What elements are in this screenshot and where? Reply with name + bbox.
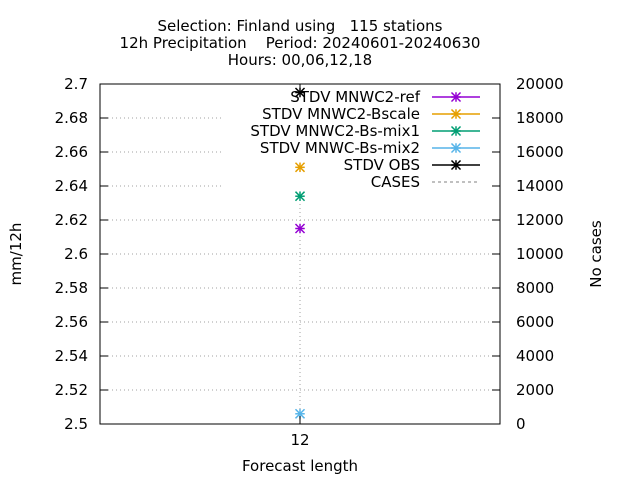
y2-tick-label: 2000 bbox=[516, 381, 554, 399]
legend-label: STDV MNWC2-Bscale bbox=[262, 105, 420, 123]
legend-label: STDV OBS bbox=[344, 156, 420, 174]
y2-tick-label: 8000 bbox=[516, 279, 554, 297]
legend-marker bbox=[450, 159, 462, 171]
x-tick-label: 12 bbox=[290, 431, 309, 449]
legend-label: STDV MNWC2-Bs-mix1 bbox=[250, 122, 420, 140]
y2-tick-label: 18000 bbox=[516, 109, 564, 127]
y-axis-label: mm/12h bbox=[7, 223, 25, 286]
y-tick-label: 2.5 bbox=[64, 415, 88, 433]
y-tick-label: 2.54 bbox=[55, 347, 88, 365]
y-tick-label: 2.6 bbox=[64, 245, 88, 263]
y-tick-label: 2.66 bbox=[55, 143, 88, 161]
legend-entry-cases: CASES bbox=[371, 173, 480, 191]
data-marks bbox=[294, 87, 306, 419]
legend-entry-stdv-mnwc2-ref: STDV MNWC2-ref bbox=[290, 88, 480, 106]
y2-tick-label: 0 bbox=[516, 415, 526, 433]
point-stdv-mnwc2-bs-mix1 bbox=[294, 191, 306, 202]
chart-title: Selection: Finland using 115 stations 12… bbox=[120, 17, 481, 69]
legend-label: STDV MNWC-Bs-mix2 bbox=[260, 139, 420, 157]
legend-label: CASES bbox=[371, 173, 420, 191]
y-tick-label: 2.52 bbox=[55, 381, 88, 399]
title-line-2: 12h Precipitation Period: 20240601-20240… bbox=[120, 34, 481, 52]
y2-tick-label: 16000 bbox=[516, 143, 564, 161]
legend-marker bbox=[450, 142, 462, 154]
y-tick-label: 2.68 bbox=[55, 109, 88, 127]
legend-label: STDV MNWC2-ref bbox=[290, 88, 420, 106]
legend-entry-stdv-obs: STDV OBS bbox=[344, 156, 480, 174]
legend-entry-stdv-mnwc2-bs-mix1: STDV MNWC2-Bs-mix1 bbox=[250, 122, 480, 140]
y2-tick-label: 6000 bbox=[516, 313, 554, 331]
point-stdv-mnwc2-bscale bbox=[294, 162, 306, 173]
title-line-1: Selection: Finland using 115 stations bbox=[158, 17, 443, 35]
y2-tick-label: 10000 bbox=[516, 245, 564, 263]
y-tick-label: 2.64 bbox=[55, 177, 88, 195]
legend-marker bbox=[450, 91, 462, 103]
legend-marker bbox=[450, 125, 462, 137]
y2-tick-label: 20000 bbox=[516, 75, 564, 93]
legend-entry-stdv-mnwc-bs-mix2: STDV MNWC-Bs-mix2 bbox=[260, 139, 480, 157]
y2-tick-label: 12000 bbox=[516, 211, 564, 229]
plot-border bbox=[99, 83, 501, 425]
y2-axis-label: No cases bbox=[587, 220, 605, 288]
legend-entry-stdv-mnwc2-bscale: STDV MNWC2-Bscale bbox=[262, 105, 480, 123]
y2-tick-label: 4000 bbox=[516, 347, 554, 365]
point-stdv-mnwc2-ref bbox=[294, 223, 306, 234]
y-tick-label: 2.56 bbox=[55, 313, 88, 331]
legend-marker bbox=[450, 108, 462, 120]
y2-tick-label: 14000 bbox=[516, 177, 564, 195]
legend-box bbox=[222, 88, 494, 196]
legend-background bbox=[222, 88, 494, 196]
y-tick-label: 2.58 bbox=[55, 279, 88, 297]
axes bbox=[99, 83, 501, 425]
x-axis-label: Forecast length bbox=[242, 457, 358, 475]
y-tick-label: 2.62 bbox=[55, 211, 88, 229]
title-line-3: Hours: 00,06,12,18 bbox=[228, 51, 372, 69]
y-tick-label: 2.7 bbox=[64, 75, 88, 93]
tick-labels: 2.5 2.52 2.54 2.56 2.58 2.6 2.62 2.64 2.66 2.68 2.… bbox=[55, 75, 564, 449]
